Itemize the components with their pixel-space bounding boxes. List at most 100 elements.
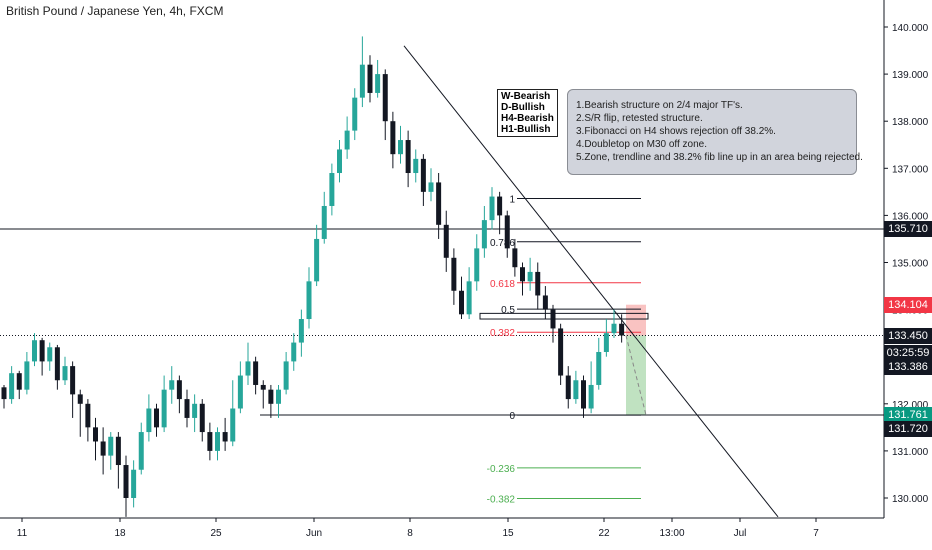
candle-body-79 [603,333,609,352]
candle-body-3 [24,361,30,390]
candle-body-10 [77,394,83,404]
candle-body-81 [619,323,625,336]
fib-label-2: 0.618 [490,279,515,290]
candle-body-1 [9,373,15,400]
candle-body-18 [138,432,144,470]
candle-body-80 [611,323,617,334]
candle-body-23 [176,380,182,400]
price-tag-0: 135.710 [884,221,932,238]
candle-body-6 [47,347,53,362]
candle-body-58 [443,224,449,258]
fib-label-6: -0.236 [487,464,516,475]
candle-body-9 [70,366,76,395]
candle-body-8 [62,366,68,381]
timeframe-legend: W-Bearish D-Bullish H4-Bearish H1-Bullis… [497,89,558,137]
x-tick-label-9: 7 [813,528,819,539]
fib-label-3: 0.5 [501,305,515,316]
candle-body-24 [184,399,190,418]
price-tag-1: 134.104 [884,296,932,313]
candle-body-13 [100,441,106,456]
y-tick-label-7: 137.000 [892,164,929,175]
note-line-5: 5.Zone, trendline and 38.2% fib line up … [576,152,863,163]
candle-body-39 [298,319,304,343]
price-axis-bg [884,0,932,550]
price-tag-2: 133.450 [884,327,932,344]
candle-body-50 [382,74,388,122]
candle-body-45 [344,130,350,150]
fib-label-0: 1 [509,194,515,205]
candle-body-31 [237,375,243,409]
y-tick-label-1: 131.000 [892,447,929,458]
candle-body-54 [413,158,419,174]
candle-body-5 [39,340,45,362]
candle-body-33 [253,361,259,385]
candle-body-32 [245,361,251,376]
candle-body-57 [436,182,442,225]
candle-body-4 [32,340,37,362]
y-tick-label-10: 140.000 [892,23,929,34]
plot-area [0,0,884,518]
legend-weekly: W-Bearish [501,91,551,102]
candle-body-69 [527,271,533,282]
legend-daily: D-Bullish [501,102,545,113]
legend-h4: H4-Bearish [501,113,554,124]
candle-body-44 [337,149,342,174]
candle-body-29 [222,432,228,442]
candle-body-56 [428,182,434,192]
note-line-4: 4.Doubletop on M30 off zone. [576,139,708,150]
candle-body-48 [367,64,373,93]
candle-body-19 [146,408,152,433]
candle-body-62 [474,248,480,282]
candle-body-37 [283,361,289,390]
price-tag-4: 133.386 [884,359,932,376]
candle-body-47 [359,64,365,98]
symbol-title: British Pound / Japanese Yen, 4h, FXCM [6,4,224,18]
note-line-2: 2.S/R flip, retested structure. [576,113,703,124]
candle-body-25 [192,403,198,418]
x-tick-label-2: 25 [210,528,222,539]
candle-body-15 [115,436,121,466]
fib-label-1: 0.786 [490,238,515,249]
candle-body-68 [520,267,525,282]
candle-body-26 [199,403,205,433]
price-tag-6: 131.720 [884,421,932,438]
y-tick-label-6: 136.000 [892,211,929,222]
candle-body-51 [390,121,396,155]
legend-h1: H1-Bullish [501,124,551,135]
candle-body-49 [375,74,381,93]
candle-body-38 [291,342,297,362]
candle-body-76 [581,380,586,409]
candle-body-66 [504,215,510,249]
candle-body-21 [161,389,167,428]
candle-body-74 [565,375,571,400]
candle-body-60 [459,290,464,315]
note-line-3: 3.Fibonacci on H4 shows rejection off 38… [576,126,776,137]
x-tick-label-6: 22 [598,528,610,539]
analysis-note[interactable]: 1.Bearish structure on 2/4 major TF's. 2… [567,89,863,175]
candle-body-17 [131,469,137,498]
candle-body-7 [54,347,60,381]
candle-body-35 [268,389,274,404]
candle-body-67 [512,248,518,268]
candle-body-41 [314,238,320,282]
y-tick-label-8: 138.000 [892,117,929,128]
candle-body-72 [550,309,556,329]
trendline [403,45,779,518]
x-tick-label-5: 15 [502,528,514,539]
candle-body-2 [16,373,22,390]
candle-body-52 [398,140,403,155]
candle-body-14 [108,436,114,456]
x-tick-label-7: 13:00 [659,528,684,539]
note-line-1: 1.Bearish structure on 2/4 major TF's. [576,100,743,111]
y-tick-label-0: 130.000 [892,494,929,505]
y-tick-label-2: 132.000 [892,400,929,411]
candle-body-22 [169,380,175,390]
candle-body-11 [85,403,91,428]
candle-body-64 [489,196,495,221]
candle-body-78 [596,351,602,385]
candle-body-63 [481,220,487,249]
candle-body-65 [497,196,503,216]
sr-zone [479,312,649,320]
